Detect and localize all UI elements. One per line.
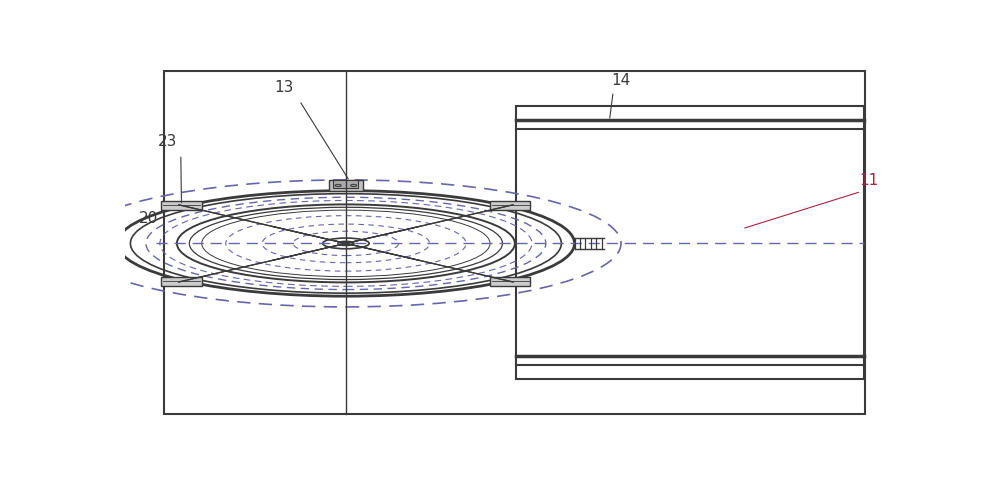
- Bar: [92, 240, 117, 247]
- FancyBboxPatch shape: [490, 201, 530, 210]
- Ellipse shape: [351, 184, 357, 187]
- Text: 23: 23: [158, 134, 177, 149]
- Bar: [329, 180, 363, 191]
- Ellipse shape: [335, 184, 341, 187]
- Bar: [516, 106, 864, 379]
- Bar: [333, 179, 358, 187]
- Text: 14: 14: [611, 72, 631, 88]
- FancyBboxPatch shape: [161, 201, 202, 210]
- Text: 20: 20: [139, 211, 158, 226]
- Text: 11: 11: [859, 173, 879, 187]
- Text: 13: 13: [274, 80, 294, 95]
- FancyBboxPatch shape: [490, 277, 530, 286]
- FancyBboxPatch shape: [161, 277, 202, 286]
